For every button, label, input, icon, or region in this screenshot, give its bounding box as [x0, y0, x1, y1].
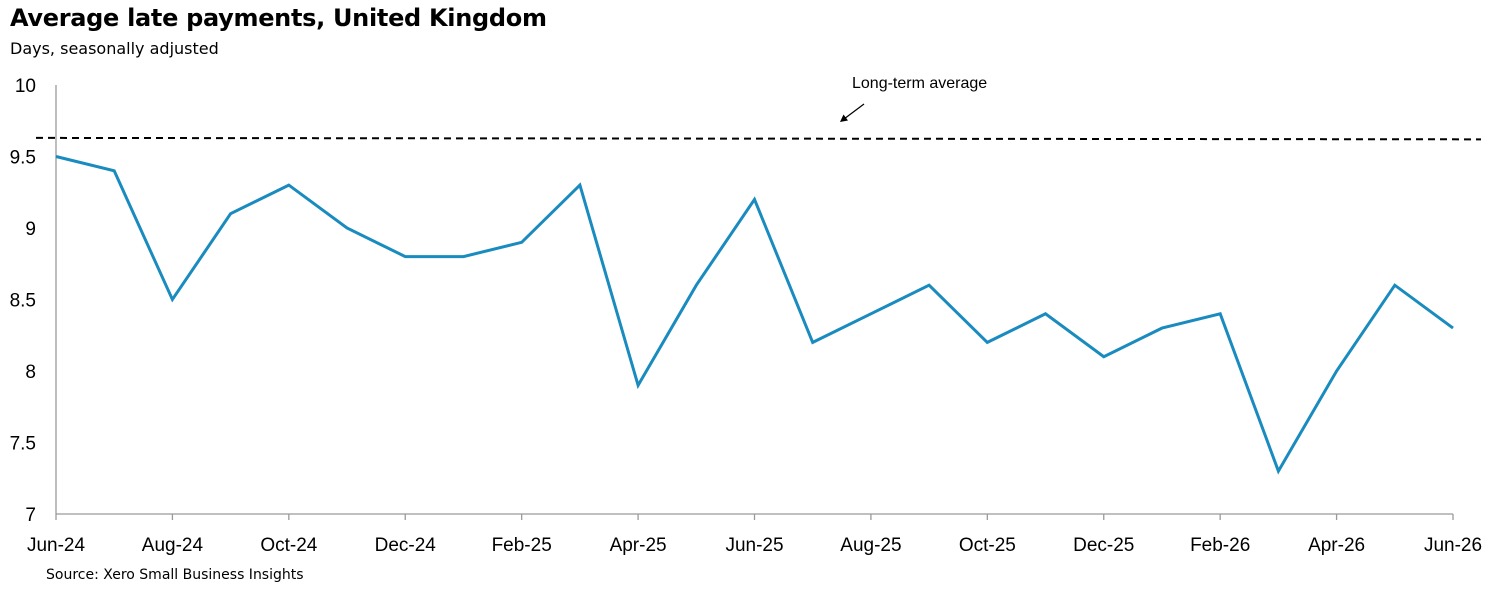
y-tick-label: 10: [15, 76, 36, 97]
annotation-arrow-shaft: [843, 103, 865, 120]
annotation-group: Long-term average: [840, 75, 987, 122]
axes: [55, 85, 1454, 520]
x-tick-label: Jun-26: [1424, 535, 1482, 556]
long-term-average-label: Long-term average: [852, 75, 987, 92]
x-tick-labels: Jun-24 Aug-24 Oct-24 Dec-24 Feb-25 Apr-25 Jun-…: [27, 535, 1482, 556]
y-tick-labels: 7 7.5 8 8.5 9 9.5 10: [10, 76, 36, 526]
x-tick-label: Oct-25: [959, 535, 1016, 556]
chart-title: Average late payments, United Kingdom: [10, 4, 547, 32]
x-tick-label: Apr-26: [1308, 535, 1365, 556]
x-tick-label: Feb-26: [1190, 535, 1250, 556]
x-tick-label: Dec-25: [1073, 535, 1134, 556]
y-tick-label: 9.5: [10, 148, 36, 169]
x-tick-label: Apr-25: [610, 535, 667, 556]
chart-source: Source: Xero Small Business Insights: [46, 567, 304, 583]
x-tick-label: Jun-24: [27, 535, 86, 556]
y-tick-label: 8.5: [10, 291, 36, 312]
x-tick-label: Jun-25: [725, 535, 783, 556]
reference-line-group: [35, 136, 1482, 141]
y-tick-label: 7.5: [10, 434, 36, 455]
x-tick-label: Oct-24: [260, 535, 317, 556]
y-tick-label: 7: [25, 505, 36, 526]
x-tick-label: Aug-24: [142, 535, 204, 556]
x-tick-label: Aug-25: [840, 535, 901, 556]
y-tick-label: 8: [25, 362, 36, 383]
x-tick-label: Dec-24: [375, 535, 437, 556]
long-term-average-line: [35, 136, 1482, 141]
chart-subtitle: Days, seasonally adjusted: [10, 39, 219, 58]
annotation-arrow-head: [840, 114, 848, 122]
series-line: [55, 155, 1454, 475]
x-tick-label: Feb-25: [492, 535, 552, 556]
series-group: [55, 155, 1454, 475]
y-tick-label: 9: [25, 219, 36, 240]
